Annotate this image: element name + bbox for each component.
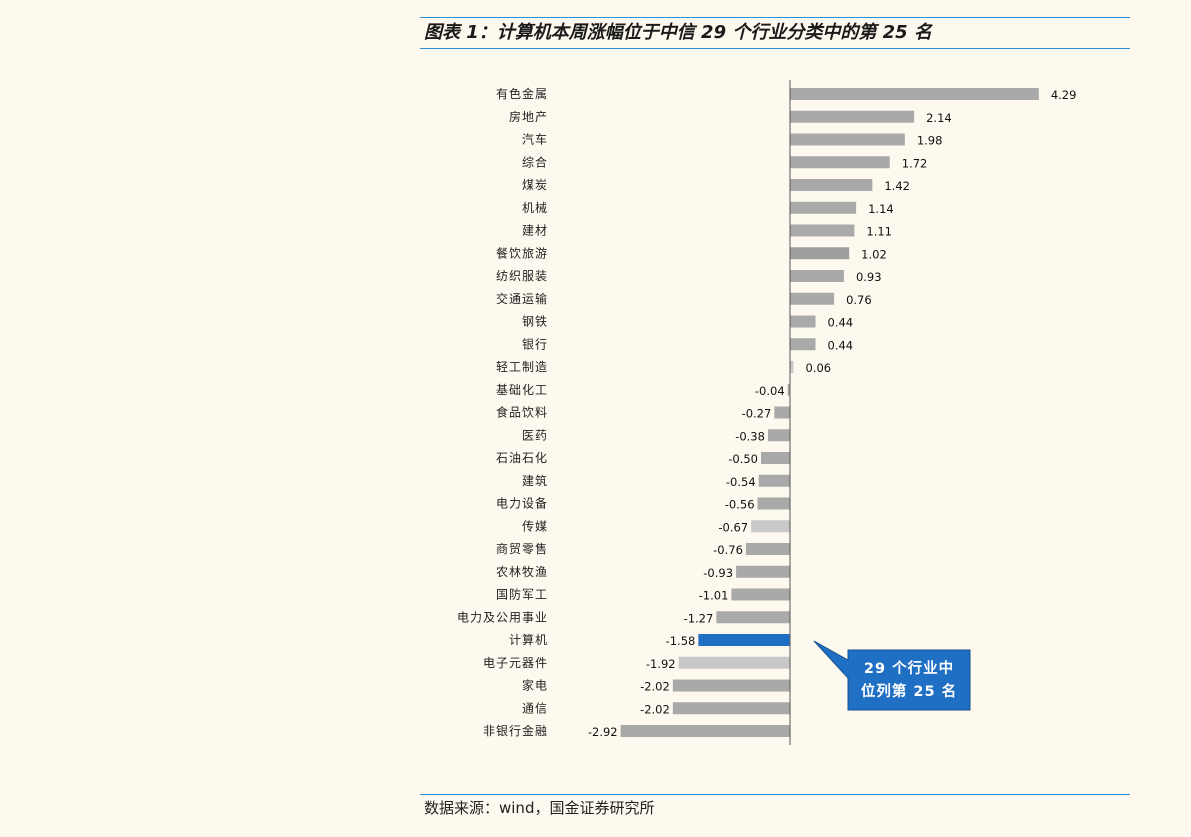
callout-line-2: 位列第 25 名: [861, 682, 957, 700]
data-label: 0.44: [828, 316, 854, 330]
data-label: -0.54: [726, 475, 756, 489]
data-label: -0.27: [742, 407, 772, 421]
category-label: 商贸零售: [496, 541, 548, 556]
bar: [790, 156, 890, 169]
bar: [672, 702, 790, 715]
bar: [790, 270, 844, 282]
category-label: 非银行金融: [483, 723, 548, 738]
data-label: 1.98: [917, 134, 943, 148]
category-label: 交通运输: [496, 291, 548, 306]
data-label: 1.42: [884, 179, 910, 193]
data-label: -2.02: [640, 702, 670, 716]
bar: [620, 725, 790, 737]
data-label: -2.92: [588, 725, 618, 739]
bar: [731, 588, 790, 601]
footer-rule: [420, 794, 1130, 795]
chart-title: 图表 1：计算机本周涨幅位于中信 29 个行业分类中的第 25 名: [424, 22, 932, 43]
category-label: 建材: [522, 224, 548, 238]
data-label: 4.29: [1051, 88, 1077, 102]
data-label: -0.56: [725, 498, 755, 512]
bar: [767, 429, 790, 442]
category-label: 汽车: [522, 132, 548, 147]
data-label: 0.93: [856, 270, 882, 284]
category-label: 综合: [522, 154, 548, 169]
category-label: 机械: [522, 200, 548, 215]
data-label: -1.27: [684, 611, 714, 625]
category-label: 钢铁: [522, 315, 548, 329]
bar: [678, 656, 790, 669]
data-label: -0.93: [703, 566, 733, 580]
category-label: 基础化工: [496, 383, 548, 397]
data-label: -1.58: [666, 634, 696, 648]
category-label: 通信: [522, 701, 548, 715]
category-label: 有色金属: [496, 86, 548, 101]
category-label: 房地产: [509, 109, 548, 124]
data-label: 1.72: [902, 156, 928, 170]
data-label: 0.76: [846, 293, 872, 307]
category-label: 银行: [522, 337, 548, 351]
data-label: 1.14: [868, 202, 894, 216]
data-label: 2.14: [926, 111, 952, 125]
bar: [698, 634, 790, 646]
bar: [761, 452, 790, 464]
category-label: 电力及公用事业: [457, 610, 548, 624]
bar: [790, 338, 816, 351]
title-top-rule: [420, 17, 1130, 18]
bar: [672, 679, 790, 692]
category-label: 轻工制造: [496, 360, 548, 374]
bar: [790, 201, 857, 214]
category-label: 传媒: [522, 518, 548, 533]
category-label: 食品饮料: [496, 405, 548, 420]
bar: [790, 133, 905, 146]
data-label: -1.92: [646, 657, 676, 671]
data-label: -0.67: [718, 520, 748, 534]
category-label: 医药: [522, 428, 548, 442]
data-label: -0.38: [735, 429, 765, 443]
bar: [736, 565, 790, 578]
bar: [790, 179, 873, 191]
data-label: 0.44: [828, 338, 854, 352]
data-label: 1.11: [866, 225, 892, 239]
data-label: -0.50: [728, 452, 758, 466]
data-label: 1.02: [861, 247, 887, 261]
bar: [774, 406, 790, 419]
category-label: 餐饮旅游: [496, 245, 548, 260]
bar: [745, 543, 790, 555]
bar: [757, 497, 790, 510]
bar: [787, 383, 790, 396]
bar: [790, 224, 855, 237]
bar: [790, 315, 816, 328]
category-label: 电子元器件: [483, 656, 548, 670]
bar: [790, 247, 850, 260]
data-label: -2.02: [640, 680, 670, 694]
callout-line-1: 29 个行业中: [864, 659, 954, 677]
data-label: 0.06: [805, 361, 831, 375]
source-note: 数据来源：wind，国金证券研究所: [424, 799, 655, 817]
bar: [758, 474, 790, 487]
bar: [790, 292, 835, 305]
title-bottom-rule: [420, 48, 1130, 49]
category-label: 电力设备: [496, 497, 548, 511]
category-label: 煤炭: [522, 178, 548, 192]
category-label: 农林牧渔: [496, 565, 548, 579]
bar: [790, 110, 915, 123]
bar: [751, 520, 790, 533]
callout-box: [813, 640, 971, 711]
category-label: 计算机: [509, 632, 548, 647]
bar: [716, 611, 790, 624]
category-label: 纺织服装: [496, 269, 548, 283]
bar: [790, 88, 1039, 100]
data-label: -0.04: [755, 384, 785, 398]
bar: [790, 361, 794, 373]
data-label: -0.76: [713, 543, 743, 557]
category-label: 建筑: [522, 473, 548, 488]
data-label: -1.01: [699, 589, 729, 603]
category-label: 国防军工: [496, 587, 548, 602]
category-label: 石油石化: [496, 451, 548, 465]
category-label: 家电: [522, 678, 548, 693]
